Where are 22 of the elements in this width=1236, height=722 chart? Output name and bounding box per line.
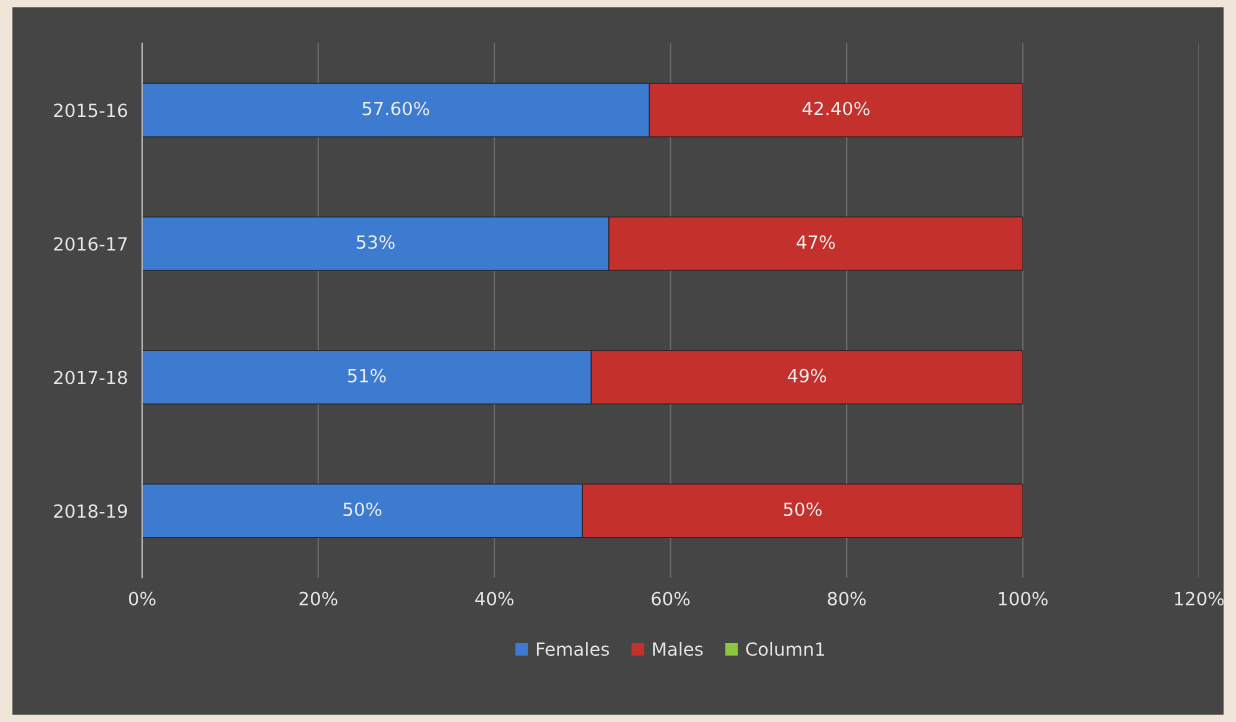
legend-label: Column1 [746,641,825,656]
x-tick-label: 0% [129,591,156,606]
x-tick-label: 120% [1175,591,1224,606]
x-tick-label: 100% [998,591,1048,606]
y-tick-label: 2015-16 [54,103,128,118]
data-label: 50% [343,502,382,517]
x-tick-label: 80% [827,591,866,606]
data-label: 50% [783,502,822,517]
x-tick-label: 60% [651,591,690,606]
y-tick-label: 2018-19 [54,504,127,518]
data-label: 47% [796,235,835,249]
legend-label: Males [653,641,703,656]
x-tick-label: 40% [475,591,514,606]
x-tick-label: 20% [299,591,338,606]
y-tick-label: 2016-17 [54,237,127,251]
data-label: 57.60% [362,101,430,116]
legend-label: Females [536,641,609,656]
data-label: 51% [348,368,386,383]
y-tick-label: 2017-18 [54,370,128,385]
data-label: 42.40% [802,101,870,116]
data-label: 53% [356,235,395,249]
data-label: 49% [787,368,827,383]
